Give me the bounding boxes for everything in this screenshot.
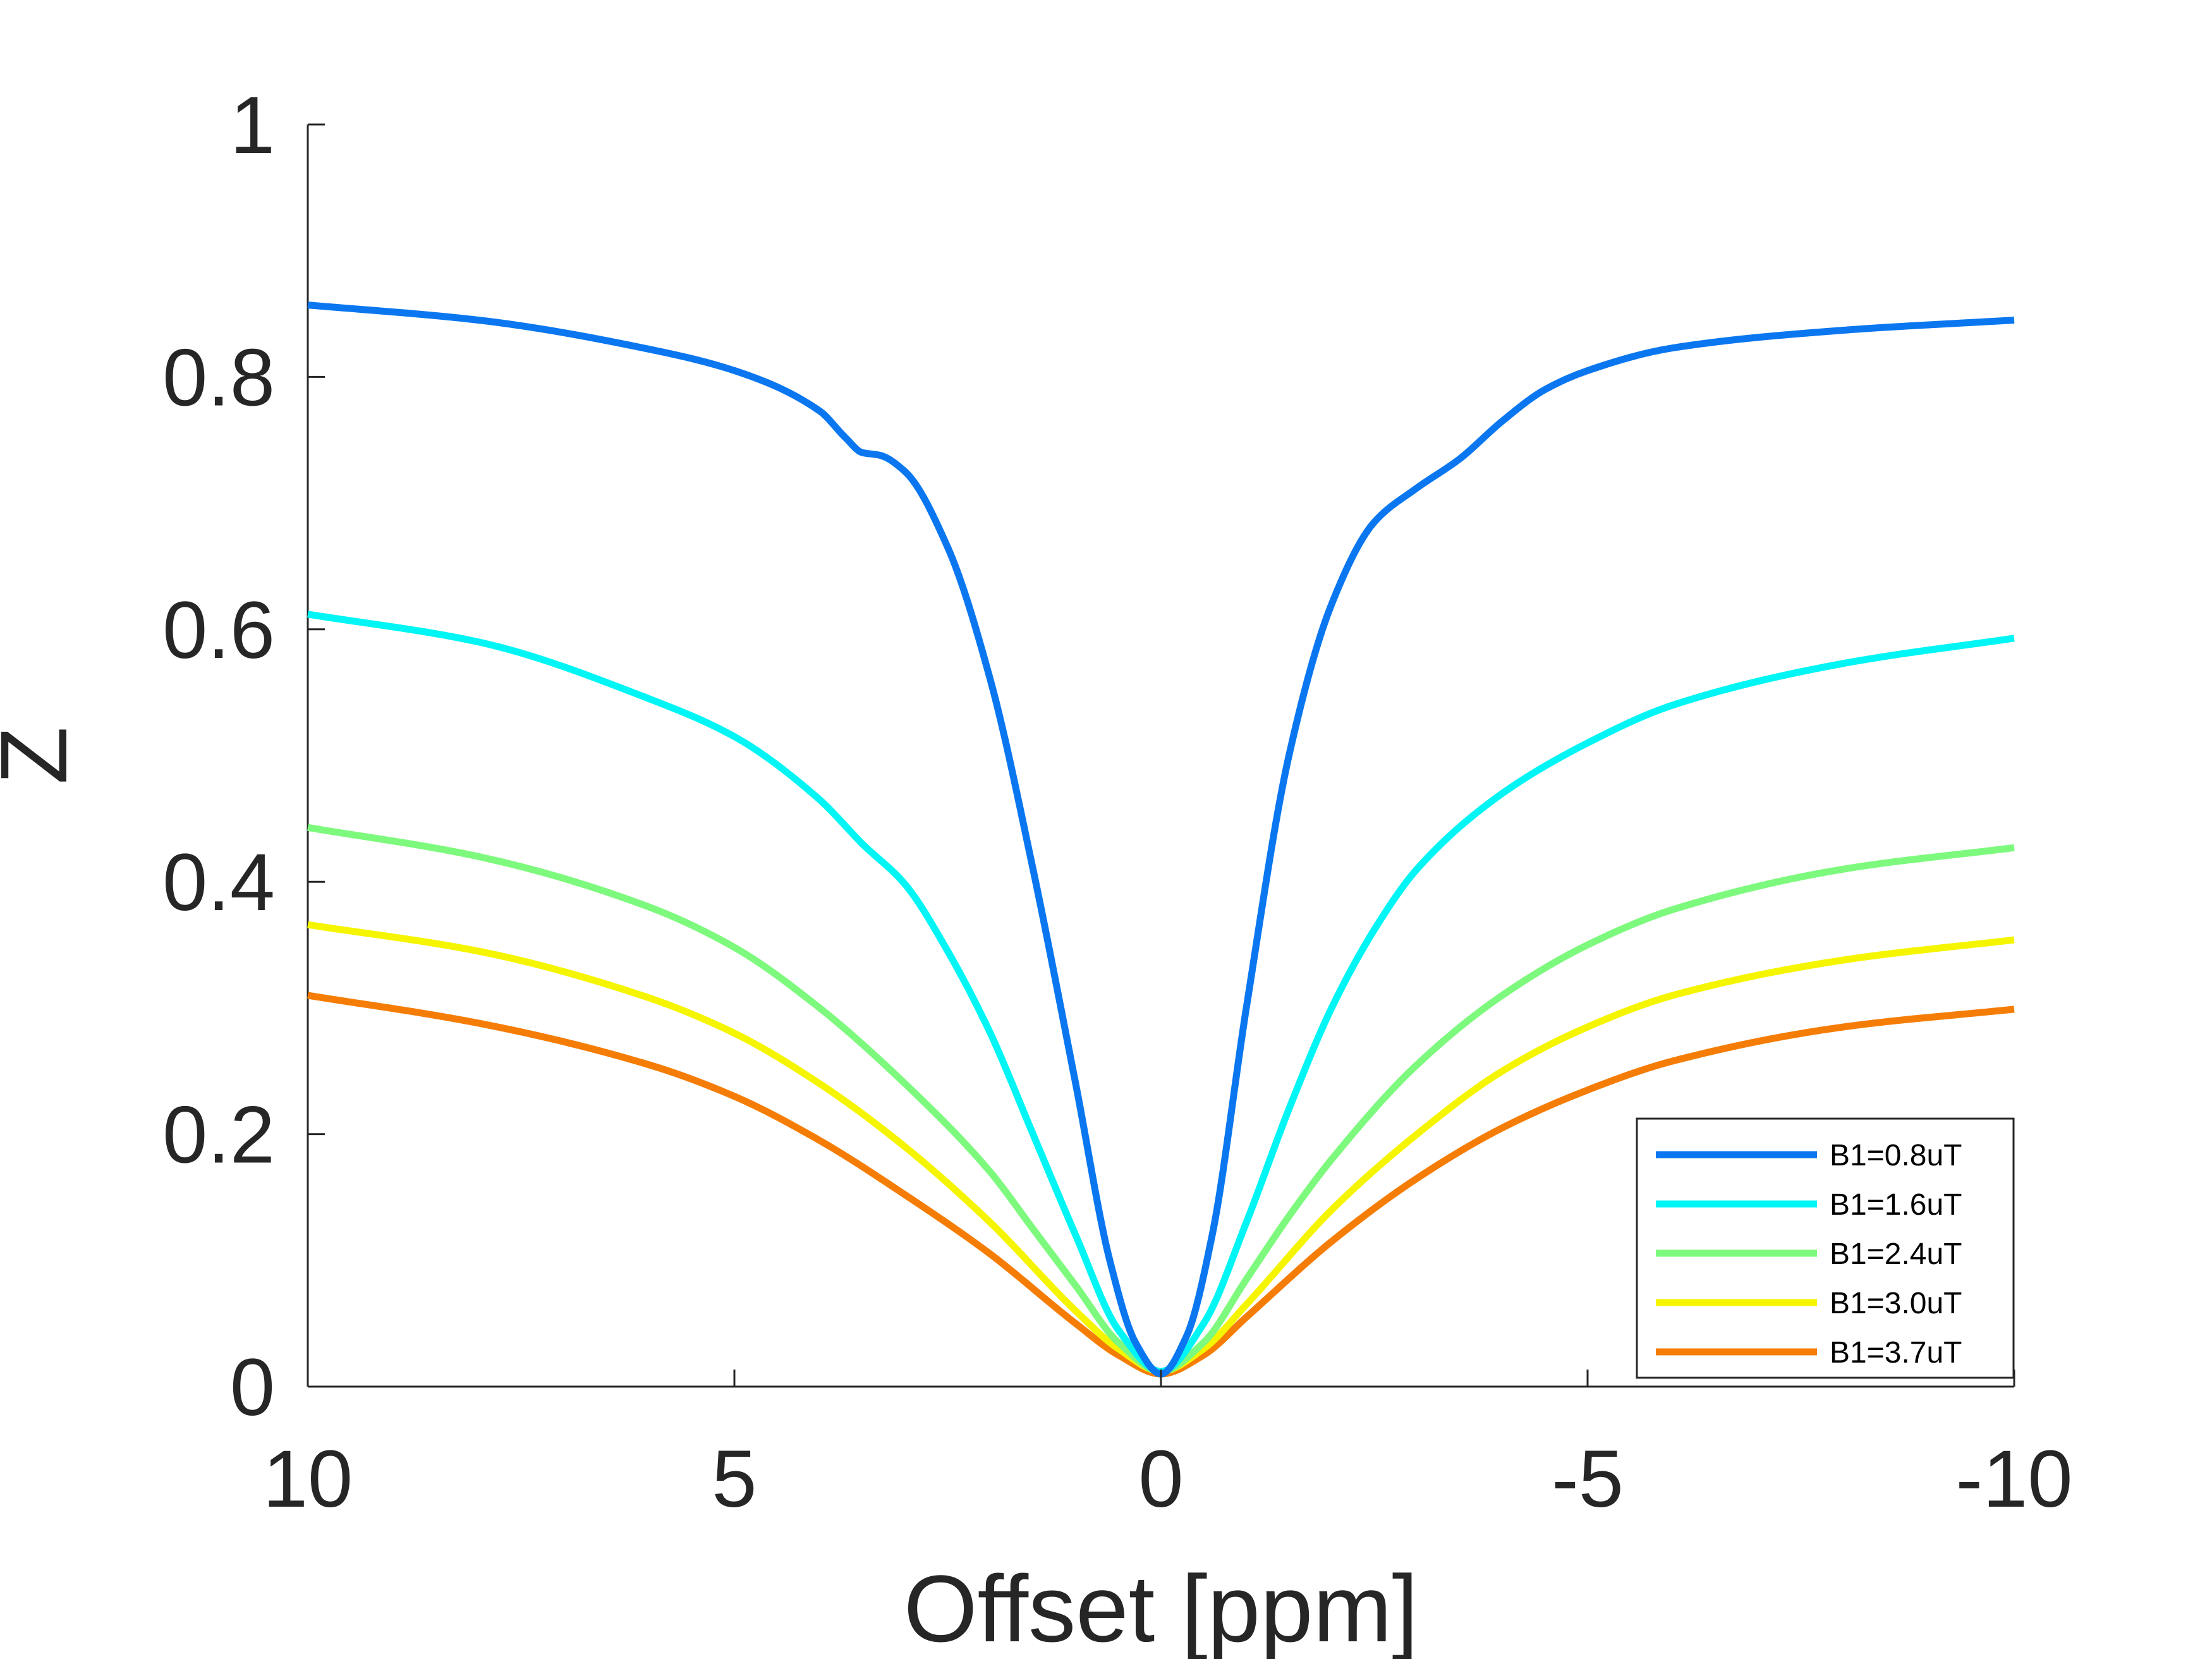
x-axis-title: Offset [ppm] — [904, 1555, 1418, 1659]
legend-label: B1=0.8uT — [1830, 1139, 1962, 1172]
y-tick-label: 0.8 — [162, 332, 275, 423]
x-tick-label: 5 — [712, 1434, 757, 1524]
y-tick-label: 0.2 — [162, 1090, 275, 1181]
legend-label: B1=3.7uT — [1830, 1336, 1962, 1370]
legend-label: B1=1.6uT — [1830, 1188, 1962, 1222]
legend-label: B1=3.0uT — [1830, 1287, 1962, 1320]
y-tick-label: 0 — [230, 1342, 275, 1433]
series-line-1 — [307, 301, 2015, 1378]
ticks-layer: 10 5 0 -5 -10 0 0.2 0.4 0.6 0.8 1 — [162, 80, 2072, 1524]
y-tick-label: 0.6 — [162, 585, 275, 676]
legend: B1=0.8uT B1=1.6uT B1=2.4uT B1=3.0uT B1=3.7uT — [1636, 1117, 2015, 1379]
x-tick-label: -5 — [1552, 1434, 1624, 1524]
y-tick-label: 0.4 — [162, 837, 275, 928]
legend-box — [1636, 1117, 2015, 1379]
legend-label: B1=2.4uT — [1830, 1237, 1962, 1271]
y-tick-label: 1 — [230, 80, 275, 171]
x-tick-label: -10 — [1956, 1434, 2073, 1524]
x-tick-label: 0 — [1138, 1434, 1183, 1524]
x-tick-label: 10 — [263, 1434, 353, 1524]
y-axis-title: Z — [0, 727, 87, 785]
